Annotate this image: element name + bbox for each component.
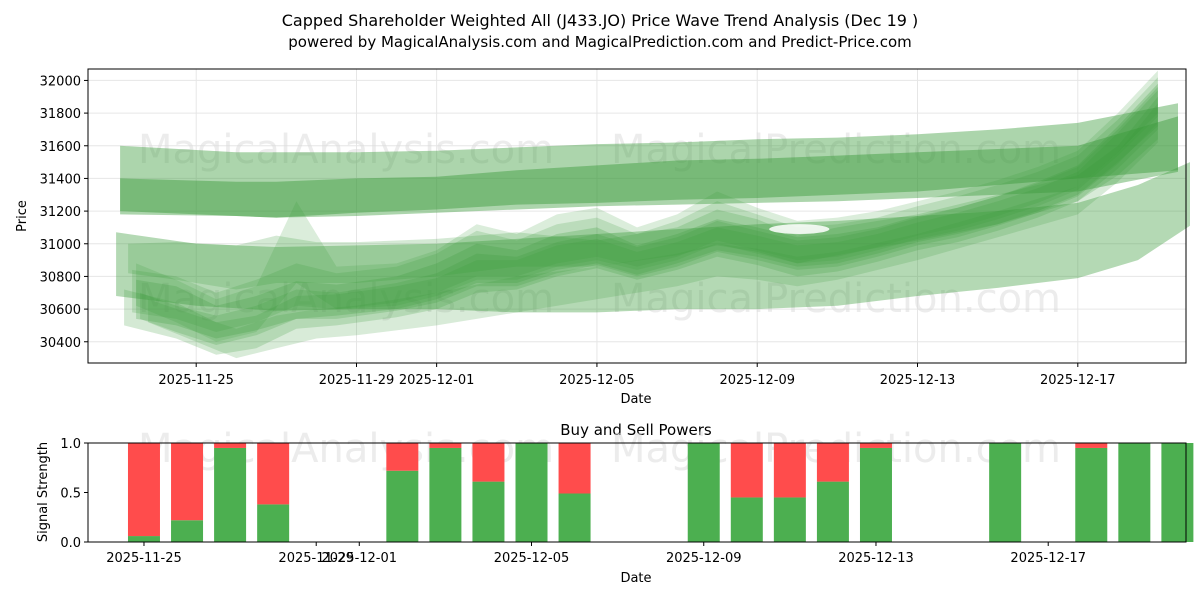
price-y-tick-label: 32000 — [40, 74, 81, 89]
power-y-ticks: 0.0 0.5 1.0 — [60, 437, 88, 551]
power-x-tick-label: 2025-12-09 — [666, 551, 742, 566]
buy-bar — [472, 481, 505, 542]
watermark-prediction-bottom: MagicalPrediction.com — [611, 276, 1061, 322]
sell-bar — [257, 443, 290, 505]
price-x-tick-label: 2025-12-13 — [880, 373, 956, 388]
watermark-analysis-top: MagicalAnalysis.com — [138, 127, 554, 173]
buy-bar — [386, 470, 419, 542]
wave-band — [136, 70, 1158, 342]
wave-band — [128, 96, 1158, 290]
price-x-tick-label: 2025-12-17 — [1040, 373, 1116, 388]
power-x-tick-label: 2025-12-05 — [494, 551, 570, 566]
sell-bar — [773, 443, 806, 498]
buy-bar — [773, 497, 806, 542]
power-x-axis-label: Date — [620, 571, 651, 586]
buy-bar — [1118, 443, 1151, 542]
wave-highlight — [769, 224, 830, 234]
wave-band — [148, 103, 1158, 359]
price-y-tick-label: 31800 — [40, 107, 81, 122]
price-plot-frame — [87, 68, 1187, 364]
price-x-tick-label: 2025-12-09 — [719, 373, 795, 388]
sell-bar — [1075, 443, 1108, 448]
sell-bar — [730, 443, 763, 498]
price-y-tick-label: 31000 — [40, 238, 81, 253]
buy-bar — [1161, 443, 1194, 542]
sell-bar — [816, 443, 849, 482]
price-watermarks: MagicalAnalysis.com MagicalPrediction.co… — [138, 127, 1061, 322]
power-plot-frame — [87, 442, 1187, 543]
price-plot-background — [88, 69, 1186, 363]
power-chart-title: Buy and Sell Powers — [560, 421, 712, 439]
wave-band — [116, 162, 1191, 313]
sell-bar — [558, 443, 591, 494]
price-y-tick-label: 30600 — [40, 303, 81, 318]
power-y-tick-label: 1.0 — [60, 437, 81, 452]
price-gridlines — [88, 69, 1186, 363]
power-y-tick-label: 0.5 — [60, 487, 81, 502]
sell-bar — [859, 443, 892, 448]
price-x-axis-label: Date — [620, 392, 651, 407]
buy-bar — [730, 497, 763, 542]
buy-bar — [515, 443, 548, 542]
sell-bar — [386, 443, 419, 471]
wave-band — [120, 116, 1179, 218]
sell-bar — [127, 443, 160, 537]
price-y-tick-label: 30800 — [40, 270, 81, 285]
price-x-ticks: 2025-11-25 2025-11-29 2025-12-01 2025-12-05… — [158, 363, 1116, 388]
power-x-tick-label: 2025-11-25 — [106, 551, 182, 566]
power-x-tick-label: 2025-12-17 — [1010, 551, 1086, 566]
wave-band — [132, 77, 1158, 332]
power-y-axis-label: Signal Strength — [36, 442, 51, 542]
sell-bar — [429, 443, 462, 448]
power-x-tick-label: 2025-11-29 — [278, 551, 354, 566]
buy-bar — [859, 447, 892, 542]
buy-bar — [558, 493, 591, 542]
price-x-tick-label: 2025-11-25 — [158, 373, 234, 388]
price-y-tick-label: 30400 — [40, 336, 81, 351]
price-x-tick-label: 2025-11-29 — [319, 373, 395, 388]
watermark-prediction-top: MagicalPrediction.com — [611, 127, 1061, 173]
price-y-axis-label: Price — [15, 200, 30, 232]
buy-bar — [171, 520, 204, 542]
power-y-tick-label: 0.0 — [60, 536, 81, 551]
price-y-tick-label: 31200 — [40, 205, 81, 220]
sell-bar — [171, 443, 204, 521]
sell-bar — [472, 443, 505, 482]
chart-title: Capped Shareholder Weighted All (J433.JO… — [282, 11, 919, 30]
sell-bar — [214, 443, 247, 448]
price-x-tick-label: 2025-12-01 — [399, 373, 475, 388]
buy-bar — [214, 447, 247, 542]
buy-bar — [257, 504, 290, 542]
power-x-tick-label: 2025-12-01 — [321, 551, 397, 566]
wave-band — [136, 83, 1158, 339]
buy-bar — [429, 447, 462, 542]
buy-bar — [1075, 447, 1108, 542]
buy-bar — [127, 536, 160, 542]
wave-band — [140, 87, 1158, 345]
chart-subtitle: powered by MagicalAnalysis.com and Magic… — [288, 33, 912, 51]
buy-bar — [989, 443, 1022, 542]
price-wave-chart: MagicalAnalysis.com MagicalPrediction.co… — [15, 68, 1191, 407]
price-wave-bands — [116, 70, 1191, 359]
price-y-ticks: 30400 30600 30800 31000 31200 31400 31600 31800… — [40, 74, 88, 351]
watermark-analysis-bottom: MagicalAnalysis.com — [138, 276, 554, 322]
power-bars — [127, 443, 1194, 542]
price-y-tick-label: 31400 — [40, 172, 81, 187]
price-x-tick-label: 2025-12-05 — [559, 373, 635, 388]
wave-band — [120, 103, 1179, 218]
buy-bar — [816, 481, 849, 542]
buy-bar — [687, 443, 720, 542]
wave-band — [124, 90, 1158, 355]
power-x-tick-label: 2025-12-13 — [838, 551, 914, 566]
price-y-tick-label: 31600 — [40, 140, 81, 155]
buy-sell-power-chart: Buy and Sell Powers MagicalAnalysis.com … — [36, 421, 1194, 586]
